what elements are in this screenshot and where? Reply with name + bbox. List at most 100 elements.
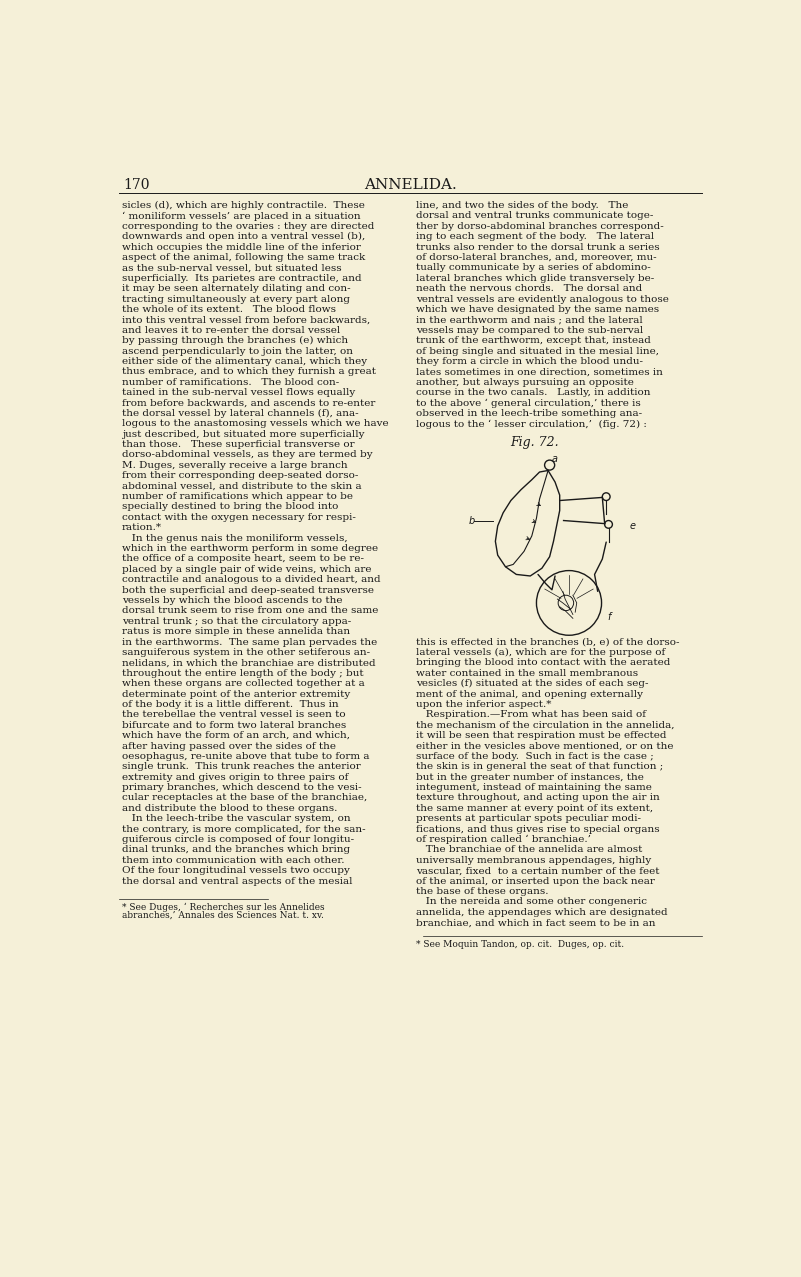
Text: ther by dorso-abdominal branches correspond-: ther by dorso-abdominal branches corresp… — [417, 222, 664, 231]
Text: guiferous circle is composed of four longitu-: guiferous circle is composed of four lon… — [122, 835, 354, 844]
Text: dorsal trunk seem to rise from one and the same: dorsal trunk seem to rise from one and t… — [122, 607, 378, 616]
Text: abdominal vessel, and distribute to the skin a: abdominal vessel, and distribute to the … — [122, 481, 361, 490]
Text: e: e — [630, 521, 635, 531]
Text: of the animal, or inserted upon the back near: of the animal, or inserted upon the back… — [417, 876, 655, 886]
Text: contractile and analogous to a divided heart, and: contractile and analogous to a divided h… — [122, 575, 380, 584]
Text: In the genus nais the moniliform vessels,: In the genus nais the moniliform vessels… — [122, 534, 348, 543]
Text: in the earthworm and nais ; and the lateral: in the earthworm and nais ; and the late… — [417, 315, 643, 324]
Text: bifurcate and to form two lateral branches: bifurcate and to form two lateral branch… — [122, 720, 346, 729]
Text: and leaves it to re-enter the dorsal vessel: and leaves it to re-enter the dorsal ves… — [122, 326, 340, 335]
Text: number of ramifications.   The blood con-: number of ramifications. The blood con- — [122, 378, 339, 387]
Text: trunks also render to the dorsal trunk a series: trunks also render to the dorsal trunk a… — [417, 243, 660, 252]
Text: tracting simultaneously at every part along: tracting simultaneously at every part al… — [122, 295, 350, 304]
Text: oesophagus, re-unite above that tube to form a: oesophagus, re-unite above that tube to … — [122, 752, 369, 761]
Text: the dorsal and ventral aspects of the mesial: the dorsal and ventral aspects of the me… — [122, 876, 352, 886]
Text: corresponding to the ovaries : they are directed: corresponding to the ovaries : they are … — [122, 222, 374, 231]
Text: as the sub-nerval vessel, but situated less: as the sub-nerval vessel, but situated l… — [122, 263, 341, 272]
Text: throughout the entire length of the body ; but: throughout the entire length of the body… — [122, 669, 364, 678]
Text: to the above ‘ general circulation,’ there is: to the above ‘ general circulation,’ the… — [417, 398, 641, 407]
Text: trunk of the earthworm, except that, instead: trunk of the earthworm, except that, ins… — [417, 336, 651, 345]
Text: * See Duges, ‘ Recherches sur les Annelides: * See Duges, ‘ Recherches sur les Anneli… — [122, 903, 324, 912]
Text: * See Moquin Tandon, op. cit.  Duges, op. cit.: * See Moquin Tandon, op. cit. Duges, op.… — [417, 940, 625, 949]
Text: nelidans, in which the branchiae are distributed: nelidans, in which the branchiae are dis… — [122, 659, 376, 668]
Text: presents at particular spots peculiar modi-: presents at particular spots peculiar mo… — [417, 815, 642, 824]
Text: superficially.  Its parietes are contractile, and: superficially. Its parietes are contract… — [122, 273, 361, 282]
Text: of dorso-lateral branches, and, moreover, mu-: of dorso-lateral branches, and, moreover… — [417, 253, 657, 262]
Text: which occupies the middle line of the inferior: which occupies the middle line of the in… — [122, 243, 360, 252]
Text: dorsal and ventral trunks communicate toge-: dorsal and ventral trunks communicate to… — [417, 212, 654, 221]
Text: ventral vessels are evidently analogous to those: ventral vessels are evidently analogous … — [417, 295, 669, 304]
Text: vascular, fixed  to a certain number of the feet: vascular, fixed to a certain number of t… — [417, 866, 660, 875]
Text: determinate point of the anterior extremity: determinate point of the anterior extrem… — [122, 690, 350, 699]
Text: just described, but situated more superficially: just described, but situated more superf… — [122, 429, 364, 439]
Text: into this ventral vessel from before backwards,: into this ventral vessel from before bac… — [122, 315, 370, 324]
Text: when these organs are collected together at a: when these organs are collected together… — [122, 679, 364, 688]
Text: annelida, the appendages which are designated: annelida, the appendages which are desig… — [417, 908, 668, 917]
Text: M. Duges, severally receive a large branch: M. Duges, severally receive a large bran… — [122, 461, 348, 470]
Text: either in the vesicles above mentioned, or on the: either in the vesicles above mentioned, … — [417, 742, 674, 751]
Text: lateral vessels (a), which are for the purpose of: lateral vessels (a), which are for the p… — [417, 647, 666, 658]
Text: In the leech-tribe the vascular system, on: In the leech-tribe the vascular system, … — [122, 815, 351, 824]
Text: cular receptacles at the base of the branchiae,: cular receptacles at the base of the bra… — [122, 793, 367, 802]
Text: of the body it is a little different.  Thus in: of the body it is a little different. Th… — [122, 700, 339, 709]
Text: bringing the blood into contact with the aerated: bringing the blood into contact with the… — [417, 659, 670, 668]
Text: a: a — [552, 455, 558, 465]
Text: this is effected in the branches (b, e) of the dorso-: this is effected in the branches (b, e) … — [417, 637, 680, 646]
Text: either side of the alimentary canal, which they: either side of the alimentary canal, whi… — [122, 356, 367, 366]
Text: lates sometimes in one direction, sometimes in: lates sometimes in one direction, someti… — [417, 368, 663, 377]
Text: f: f — [608, 612, 611, 622]
Text: primary branches, which descend to the vesi-: primary branches, which descend to the v… — [122, 783, 361, 792]
Text: b: b — [469, 516, 474, 526]
Text: which in the earthworm perform in some degree: which in the earthworm perform in some d… — [122, 544, 378, 553]
Text: downwards and open into a ventral vessel (b),: downwards and open into a ventral vessel… — [122, 232, 365, 241]
Text: abranches,’ Annales des Sciences Nat. t. xv.: abranches,’ Annales des Sciences Nat. t.… — [122, 911, 324, 919]
Text: universally membranous appendages, highly: universally membranous appendages, highl… — [417, 856, 651, 865]
Text: contact with the oxygen necessary for respi-: contact with the oxygen necessary for re… — [122, 513, 356, 522]
Text: by passing through the branches (e) which: by passing through the branches (e) whic… — [122, 336, 348, 345]
Text: logous to the anastomosing vessels which we have: logous to the anastomosing vessels which… — [122, 419, 388, 428]
Text: vessels may be compared to the sub-nerval: vessels may be compared to the sub-nerva… — [417, 326, 643, 335]
Text: placed by a single pair of wide veins, which are: placed by a single pair of wide veins, w… — [122, 564, 372, 573]
Text: and distribute the blood to these organs.: and distribute the blood to these organs… — [122, 805, 337, 813]
Text: Fig. 72.: Fig. 72. — [509, 435, 558, 448]
Text: sanguiferous system in the other setiferous an-: sanguiferous system in the other setifer… — [122, 647, 370, 656]
Text: specially destined to bring the blood into: specially destined to bring the blood in… — [122, 502, 338, 511]
Text: the contrary, is more complicated, for the san-: the contrary, is more complicated, for t… — [122, 825, 365, 834]
Text: ration.*: ration.* — [122, 524, 162, 533]
Text: thus embrace, and to which they furnish a great: thus embrace, and to which they furnish … — [122, 368, 376, 377]
Text: than those.   These superficial transverse or: than those. These superficial transverse… — [122, 441, 355, 450]
Text: Respiration.—From what has been said of: Respiration.—From what has been said of — [417, 710, 646, 719]
Text: from their corresponding deep-seated dorso-: from their corresponding deep-seated dor… — [122, 471, 358, 480]
Text: of being single and situated in the mesial line,: of being single and situated in the mesi… — [417, 346, 659, 355]
Text: texture throughout, and acting upon the air in: texture throughout, and acting upon the … — [417, 793, 660, 802]
Text: in the earthworms.  The same plan pervades the: in the earthworms. The same plan pervade… — [122, 637, 377, 646]
Text: which we have designated by the same names: which we have designated by the same nam… — [417, 305, 659, 314]
Text: the terebellae the ventral vessel is seen to: the terebellae the ventral vessel is see… — [122, 710, 345, 719]
Text: ascend perpendicularly to join the latter, on: ascend perpendicularly to join the latte… — [122, 346, 352, 355]
Text: dorso-abdominal vessels, as they are termed by: dorso-abdominal vessels, as they are ter… — [122, 451, 372, 460]
Text: line, and two the sides of the body.   The: line, and two the sides of the body. The — [417, 200, 629, 209]
Text: integument, instead of maintaining the same: integument, instead of maintaining the s… — [417, 783, 652, 792]
Text: tually communicate by a series of abdomino-: tually communicate by a series of abdomi… — [417, 263, 651, 272]
Text: the same manner at every point of its extent,: the same manner at every point of its ex… — [417, 805, 654, 813]
Text: vesicles (f) situated at the sides of each seg-: vesicles (f) situated at the sides of ea… — [417, 679, 649, 688]
Text: ing to each segment of the body.   The lateral: ing to each segment of the body. The lat… — [417, 232, 654, 241]
Text: tained in the sub-nerval vessel flows equally: tained in the sub-nerval vessel flows eq… — [122, 388, 355, 397]
Text: logous to the ‘ lesser circulation,’  (fig. 72) :: logous to the ‘ lesser circulation,’ (fi… — [417, 419, 647, 429]
Text: ANNELIDA.: ANNELIDA. — [364, 178, 457, 192]
Text: observed in the leech-tribe something ana-: observed in the leech-tribe something an… — [417, 409, 642, 418]
Text: fications, and thus gives rise to special organs: fications, and thus gives rise to specia… — [417, 825, 660, 834]
Text: course in the two canals.   Lastly, in addition: course in the two canals. Lastly, in add… — [417, 388, 651, 397]
Text: The branchiae of the annelida are almost: The branchiae of the annelida are almost — [417, 845, 642, 854]
Text: but in the greater number of instances, the: but in the greater number of instances, … — [417, 773, 644, 782]
Text: it may be seen alternately dilating and con-: it may be seen alternately dilating and … — [122, 285, 351, 294]
Text: lateral branches which glide transversely be-: lateral branches which glide transversel… — [417, 273, 654, 282]
Text: both the superficial and deep-seated transverse: both the superficial and deep-seated tra… — [122, 586, 374, 595]
Text: extremity and gives origin to three pairs of: extremity and gives origin to three pair… — [122, 773, 348, 782]
Text: dinal trunks, and the branches which bring: dinal trunks, and the branches which bri… — [122, 845, 350, 854]
Text: single trunk.  This trunk reaches the anterior: single trunk. This trunk reaches the ant… — [122, 762, 360, 771]
Text: 170: 170 — [123, 178, 150, 192]
Text: vessels by which the blood ascends to the: vessels by which the blood ascends to th… — [122, 596, 342, 605]
Text: branchiae, and which in fact seem to be in an: branchiae, and which in fact seem to be … — [417, 918, 656, 927]
Text: In the nereida and some other congeneric: In the nereida and some other congeneric — [417, 898, 647, 907]
